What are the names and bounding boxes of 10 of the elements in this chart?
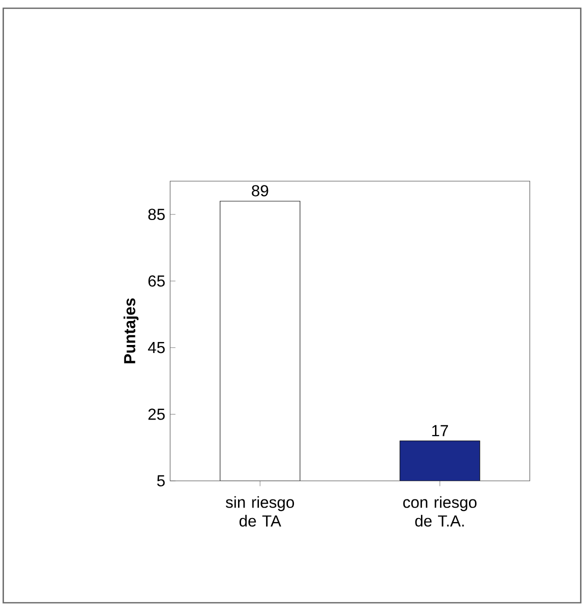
x-tick-label: con riesgo de T.A. (403, 496, 477, 527)
y-tick-label: 25 (148, 408, 165, 420)
x-tick-label: sin riesgo de TA (226, 496, 294, 527)
y-tick-label: 5 (157, 475, 165, 486)
y-tick-label: 65 (148, 275, 165, 287)
y-axis-title: Puntajes (124, 298, 138, 364)
data-label: 17 (432, 425, 448, 436)
data-label: 89 (252, 185, 268, 196)
y-tick-label: 85 (148, 208, 165, 220)
y-tick-label: 45 (148, 342, 165, 354)
